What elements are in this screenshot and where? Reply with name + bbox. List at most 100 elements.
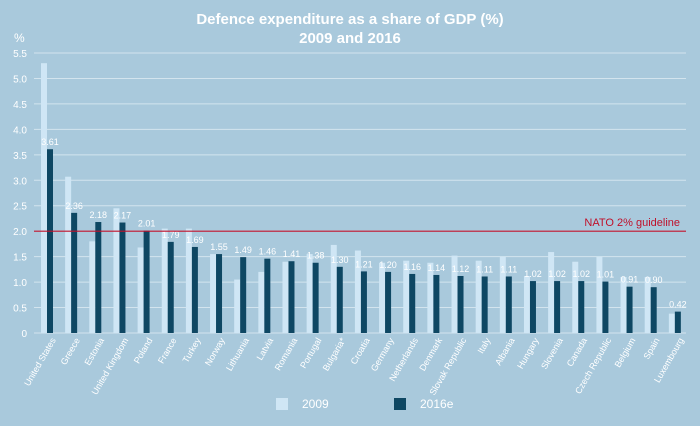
bar-2016e-romania — [288, 261, 295, 333]
y-tick-label: 5.0 — [13, 74, 27, 85]
data-label-2016e-poland: 2.01 — [138, 219, 156, 229]
x-tick-label-italy: Italy — [476, 336, 493, 356]
data-label-2016e-portugal: 1.38 — [307, 251, 325, 261]
y-tick-label: 3.0 — [13, 176, 27, 187]
bar-2016e-greece — [71, 212, 78, 333]
bar-2016e-turkey — [191, 246, 198, 333]
bar-2009-norway — [210, 254, 217, 333]
data-label-2016e-albania: 1.11 — [500, 264, 517, 274]
y-tick-label: 1.5 — [13, 253, 27, 264]
bar-2016e-italy — [481, 276, 488, 333]
x-tick-label-united-states: United States — [22, 336, 58, 388]
bar-2009-italy — [475, 260, 482, 333]
legend-item-2009: 2009 — [276, 397, 329, 411]
data-label-2016e-france: 1.79 — [162, 230, 180, 240]
bar-2009-canada — [572, 261, 579, 333]
bar-2009-romania — [282, 261, 289, 333]
x-tick-label-romania: Romania — [273, 336, 300, 372]
bar-2009-croatia — [354, 250, 361, 333]
data-label-2016e-luxembourg: 0.42 — [669, 300, 687, 310]
bar-2009-czech-republic — [596, 256, 603, 333]
bar-2016e-czech-republic — [602, 281, 609, 333]
bar-2016e-lithuania — [240, 257, 247, 333]
x-tick-label-albania: Albania — [493, 336, 517, 367]
legend-label-2009: 2009 — [302, 397, 329, 411]
bar-2009-denmark — [427, 262, 434, 333]
y-tick-label: 2.0 — [13, 227, 27, 238]
data-label-2016e-turkey: 1.69 — [186, 235, 204, 245]
bar-2016e-bulgaria — [336, 266, 343, 333]
bar-2009-latvia — [258, 271, 265, 333]
x-tick-label-hungary: Hungary — [515, 336, 541, 371]
bar-2016e-germany — [385, 271, 392, 333]
bar-2009-estonia — [89, 241, 96, 333]
x-tick-label-latvia: Latvia — [255, 336, 276, 362]
bar-2009-albania — [499, 256, 506, 333]
bar-2016e-poland — [143, 230, 150, 333]
data-label-2016e-lithuania: 1.49 — [234, 245, 252, 255]
bar-2009-slovak-republic — [451, 255, 458, 333]
bar-2009-bulgaria — [330, 244, 337, 333]
bar-2016e-united-states — [47, 149, 53, 333]
data-label-2016e-slovak-republic: 1.12 — [452, 264, 470, 274]
bar-2016e-croatia — [360, 271, 367, 333]
bar-2009-united-kingdom — [113, 208, 120, 333]
legend-swatch-2009 — [276, 398, 288, 410]
y-tick-label: 4.0 — [13, 125, 27, 136]
bar-2016e-hungary — [529, 281, 536, 333]
bar-2009-belgium — [620, 277, 627, 333]
bar-2016e-albania — [505, 276, 512, 333]
bar-2009-portugal — [306, 254, 313, 333]
bar-2016e-luxembourg — [674, 311, 681, 333]
y-tick-label: 5.5 — [13, 49, 27, 60]
bar-2009-germany — [379, 262, 386, 333]
data-label-2016e-united-kingdom: 2.17 — [114, 211, 132, 221]
bar-2009-slovenia — [548, 252, 555, 333]
data-label-2016e-norway: 1.55 — [210, 242, 228, 252]
x-tick-label-canada: Canada — [565, 336, 589, 368]
x-tick-label-portugal: Portugal — [298, 336, 323, 370]
bar-2016e-latvia — [264, 258, 271, 333]
legend-swatch-2016e — [394, 398, 406, 410]
bar-2016e-slovak-republic — [457, 275, 464, 333]
data-label-2016e-hungary: 1.02 — [524, 269, 542, 279]
x-tick-label-norway: Norway — [203, 336, 227, 368]
bar-2016e-estonia — [95, 222, 102, 333]
data-label-2016e-latvia: 1.46 — [259, 247, 277, 257]
bar-2016e-denmark — [433, 274, 440, 333]
y-axis-unit-label: % — [14, 31, 25, 45]
x-tick-label-greece: Greece — [59, 336, 82, 367]
bar-2016e-slovenia — [554, 281, 561, 333]
x-tick-label-croatia: Croatia — [349, 336, 372, 366]
data-label-2016e-belgium: 0.91 — [621, 275, 639, 285]
bar-2009-lithuania — [234, 279, 241, 333]
x-tick-label-germany: Germany — [369, 336, 396, 373]
data-label-2016e-netherlands: 1.16 — [403, 262, 421, 272]
data-label-2016e-romania: 1.41 — [283, 249, 301, 259]
bar-2016e-canada — [578, 281, 585, 333]
bar-2016e-belgium — [626, 286, 633, 333]
bar-2009-spain — [644, 277, 651, 333]
bar-2009-luxembourg — [668, 313, 675, 333]
legend-label-2016e: 2016e — [420, 397, 454, 411]
x-tick-label-estonia: Estonia — [83, 336, 107, 367]
bar-2009-greece — [65, 176, 72, 333]
x-tick-label-poland: Poland — [132, 336, 155, 365]
bar-2016e-united-kingdom — [119, 222, 126, 333]
data-label-2016e-spain: 0.90 — [645, 275, 663, 285]
bar-2009-netherlands — [403, 260, 410, 333]
legend-item-2016e: 2016e — [394, 397, 453, 411]
bar-2016e-portugal — [312, 262, 319, 333]
x-tick-label-spain: Spain — [641, 336, 661, 361]
x-tick-label-lithuania: Lithuania — [224, 336, 251, 373]
bar-2016e-france — [167, 241, 174, 333]
data-label-2016e-slovenia: 1.02 — [548, 269, 566, 279]
data-label-2016e-italy: 1.11 — [476, 264, 493, 274]
data-label-2016e-czech-republic: 1.01 — [597, 270, 615, 280]
x-tick-label-france: France — [156, 336, 179, 365]
y-tick-label: 1.0 — [13, 278, 27, 289]
data-label-2016e-croatia: 1.21 — [355, 259, 373, 269]
bar-2009-france — [161, 228, 168, 333]
data-label-2016e-germany: 1.20 — [379, 260, 397, 270]
